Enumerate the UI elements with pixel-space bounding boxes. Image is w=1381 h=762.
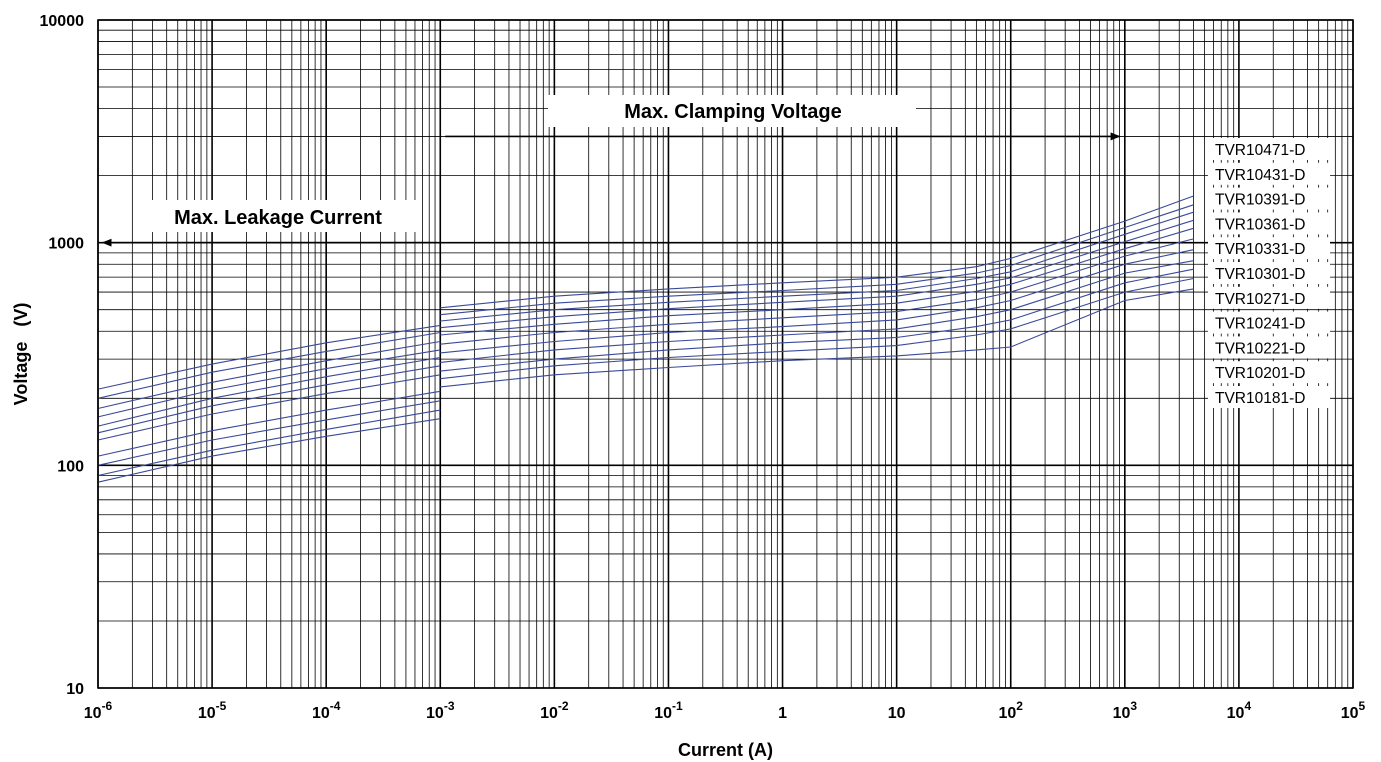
legend-item-bg — [1208, 386, 1330, 408]
series-line-clamping — [440, 195, 1194, 309]
legend: TVR10471-D TVR10431-D TVR10391-D TVR10361-D… — [1208, 138, 1330, 408]
series-line-leakage — [97, 349, 441, 418]
legend-item-label: TVR10391-D — [1215, 192, 1305, 209]
plot-frame — [97, 19, 1354, 689]
x-tick-label: 104 — [1227, 699, 1252, 722]
legend-item-bg — [1208, 162, 1330, 185]
series-line-clamping — [440, 211, 1194, 322]
y-axis-title: Voltage (V) — [11, 303, 31, 406]
series-line-leakage — [97, 374, 441, 441]
legend-item-label: TVR10181-D — [1215, 390, 1305, 407]
x-tick-label: 1 — [778, 705, 787, 722]
legend-item-label: TVR10201-D — [1215, 365, 1305, 382]
x-tick-label: 105 — [1341, 699, 1366, 722]
x-tick-label: 10-5 — [198, 699, 227, 722]
series-line-clamping — [440, 238, 1194, 345]
series-line-leakage — [97, 390, 441, 457]
x-tick-label: 10-4 — [312, 699, 341, 722]
series-line-leakage — [97, 400, 441, 466]
legend-item-bg — [1208, 311, 1330, 334]
series-line-clamping — [440, 204, 1194, 316]
clamping-voltage-label: Max. Clamping Voltage — [624, 101, 841, 123]
series-line-clamping — [440, 249, 1194, 354]
series-line-clamping — [440, 268, 1194, 372]
legend-item-bg — [1208, 138, 1330, 160]
legend-item-label: TVR10221-D — [1215, 340, 1305, 357]
legend-item-label: TVR10241-D — [1215, 316, 1305, 333]
legend-item-bg — [1208, 212, 1330, 235]
x-axis-title: Current (A) — [678, 740, 773, 760]
series-line-clamping — [440, 288, 1194, 388]
legend-item-bg — [1208, 361, 1330, 384]
x-tick-label: 10-2 — [540, 699, 569, 722]
legend-item-bg — [1208, 187, 1330, 210]
x-tick-label: 103 — [1113, 699, 1138, 722]
y-tick-label: 100 — [57, 458, 84, 475]
legend-item-label: TVR10331-D — [1215, 241, 1305, 258]
series-line-leakage — [97, 340, 441, 410]
legend-item-label: TVR10301-D — [1215, 266, 1305, 283]
series-lines — [97, 195, 1194, 483]
legend-item-bg — [1208, 237, 1330, 260]
series-line-clamping — [440, 227, 1194, 336]
legend-item-label: TVR10431-D — [1215, 167, 1305, 184]
legend-item-label: TVR10471-D — [1215, 142, 1305, 159]
x-tick-labels: 10-6 10-5 10-4 10-3 10-2 10-1 1 10 102 103 104 105 — [84, 699, 1366, 722]
y-tick-labels: 10 100 1000 10000 — [40, 13, 85, 698]
x-tick-label: 10-3 — [426, 699, 455, 722]
series-line-leakage — [97, 324, 441, 390]
legend-item-label: TVR10361-D — [1215, 216, 1305, 233]
series-line-leakage — [97, 365, 441, 434]
series-line-clamping — [440, 219, 1194, 329]
series-line-clamping — [440, 277, 1194, 380]
leakage-annotation: Max. Leakage Current — [101, 200, 438, 247]
series-line-leakage — [97, 331, 441, 399]
leakage-current-label: Max. Leakage Current — [174, 207, 382, 229]
legend-item-bg — [1208, 336, 1330, 359]
legend-item-label: TVR10271-D — [1215, 291, 1305, 308]
series-line-leakage — [97, 356, 441, 427]
series-line-clamping — [440, 260, 1194, 363]
series-line-leakage — [97, 409, 441, 477]
series-line-leakage — [97, 418, 441, 483]
x-tick-label: 10-6 — [84, 699, 113, 722]
legend-item-bg — [1208, 286, 1330, 309]
x-tick-label: 10-1 — [654, 699, 683, 722]
y-tick-label: 10000 — [40, 13, 85, 30]
clamping-annotation: Max. Clamping Voltage — [445, 95, 1121, 141]
x-tick-label: 10 — [888, 705, 906, 722]
x-tick-label: 102 — [998, 699, 1023, 722]
y-tick-label: 1000 — [48, 236, 84, 253]
legend-item-bg — [1208, 262, 1330, 284]
y-tick-label: 10 — [66, 681, 84, 698]
